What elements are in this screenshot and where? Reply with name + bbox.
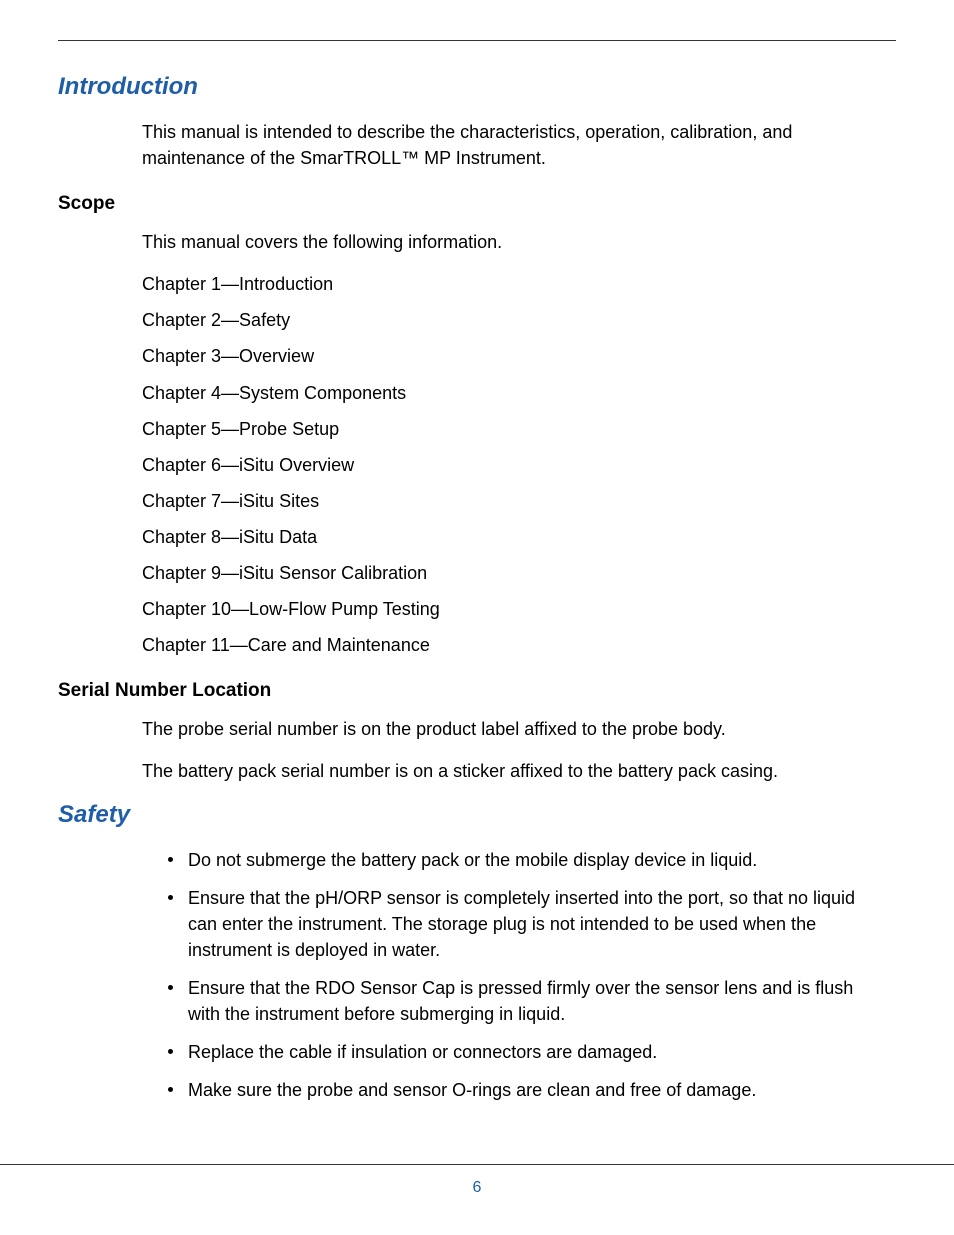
heading-safety: Safety (58, 801, 896, 829)
introduction-body: This manual is intended to describe the … (142, 119, 896, 171)
chapter-item: Chapter 3—Overview (142, 343, 896, 369)
safety-item: Ensure that the RDO Sensor Cap is presse… (168, 975, 896, 1027)
chapter-item: Chapter 10—Low-Flow Pump Testing (142, 596, 896, 622)
serial-p1: The probe serial number is on the produc… (142, 716, 896, 742)
chapter-item: Chapter 8—iSitu Data (142, 524, 896, 550)
serial-p2: The battery pack serial number is on a s… (142, 758, 896, 784)
chapter-item: Chapter 1—Introduction (142, 271, 896, 297)
chapter-item: Chapter 11—Care and Maintenance (142, 632, 896, 658)
heading-introduction: Introduction (58, 73, 896, 101)
safety-item: Make sure the probe and sensor O-rings a… (168, 1077, 896, 1103)
chapter-item: Chapter 7—iSitu Sites (142, 488, 896, 514)
page-footer: 6 (0, 1165, 954, 1197)
chapter-item: Chapter 6—iSitu Overview (142, 452, 896, 478)
safety-item: Do not submerge the battery pack or the … (168, 847, 896, 873)
chapter-item: Chapter 5—Probe Setup (142, 416, 896, 442)
chapter-item: Chapter 4—System Components (142, 380, 896, 406)
document-page: Introduction This manual is intended to … (0, 0, 954, 1165)
top-rule (58, 40, 896, 41)
heading-serial-number: Serial Number Location (58, 680, 896, 702)
chapter-list: Chapter 1—Introduction Chapter 2—Safety … (142, 271, 896, 658)
chapter-item: Chapter 2—Safety (142, 307, 896, 333)
safety-list: Do not submerge the battery pack or the … (168, 847, 896, 1104)
safety-item: Replace the cable if insulation or conne… (168, 1039, 896, 1065)
scope-intro: This manual covers the following informa… (142, 229, 896, 255)
page-number: 6 (473, 1179, 482, 1196)
heading-scope: Scope (58, 193, 896, 215)
chapter-item: Chapter 9—iSitu Sensor Calibration (142, 560, 896, 586)
safety-item: Ensure that the pH/ORP sensor is complet… (168, 885, 896, 963)
